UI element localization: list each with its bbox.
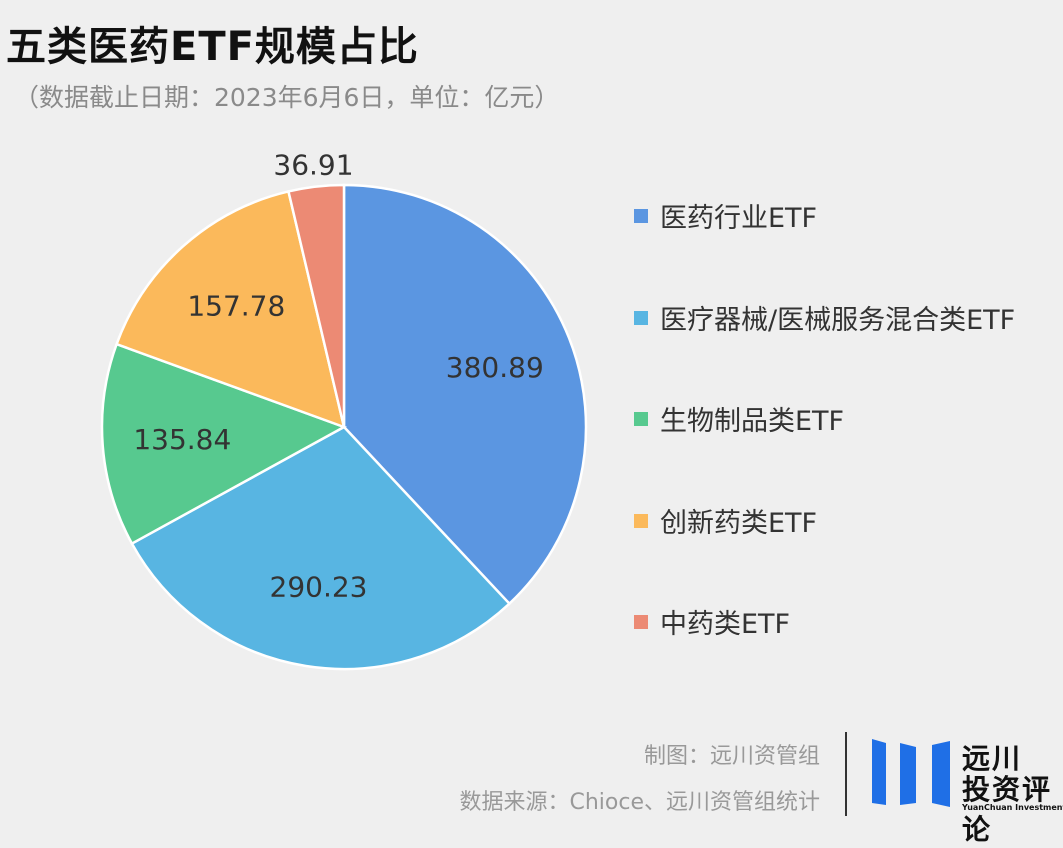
legend: 医药行业ETF 医疗器械/医械服务混合类ETF 生物制品类ETF 创新药类ETF…: [630, 196, 1015, 704]
legend-label: 创新药类ETF: [660, 507, 818, 539]
legend-item: 医药行业ETF: [630, 196, 1015, 298]
slice-value-label: 135.84: [133, 423, 231, 456]
legend-item: 生物制品类ETF: [630, 399, 1015, 501]
pie-slice: [115, 189, 346, 429]
legend-swatch: [634, 412, 648, 426]
chart-subtitle: （数据截止日期：2023年6月6日，单位：亿元）: [14, 83, 560, 112]
legend-label: 中药类ETF: [660, 609, 791, 640]
yuanchuan-logo-icon: [872, 739, 950, 807]
slice-value-label: 380.89: [446, 351, 544, 384]
pie-slice: [286, 183, 346, 428]
pie-slice: [130, 425, 512, 671]
pie-slice: [342, 183, 588, 606]
logo-english-name: YuanChuan Investment Review: [962, 803, 1063, 812]
legend-label: 医疗器械/医械服务混合类ETF: [660, 304, 1016, 336]
legend-label: 生物制品类ETF: [660, 406, 845, 437]
chart-title: 五类医药ETF规模占比: [6, 24, 419, 70]
legend-item: 创新药类ETF: [630, 501, 1015, 603]
slice-value-label: 36.91: [273, 148, 353, 181]
legend-label: 医药行业ETF: [660, 203, 818, 234]
chart-maker-note: 制图：远川资管组: [643, 744, 820, 769]
legend-swatch: [634, 310, 648, 325]
legend-item: 医疗器械/医械服务混合类ETF: [630, 298, 1015, 400]
pie-chart: 380.89 290.23 135.84 157.78 36.91: [100, 148, 588, 671]
footer-divider: [845, 732, 847, 816]
slice-value-label: 157.78: [187, 289, 285, 322]
legend-swatch: [634, 513, 648, 528]
logo-name-line1: 远川: [962, 742, 1023, 775]
legend-swatch: [634, 209, 648, 223]
legend-item: 中药类ETF: [630, 602, 1015, 704]
data-source-note: 数据来源：Chioce、远川资管组统计: [459, 790, 820, 815]
pie-slice: [100, 342, 348, 546]
slice-value-label: 290.23: [270, 571, 368, 604]
legend-swatch: [634, 615, 648, 629]
